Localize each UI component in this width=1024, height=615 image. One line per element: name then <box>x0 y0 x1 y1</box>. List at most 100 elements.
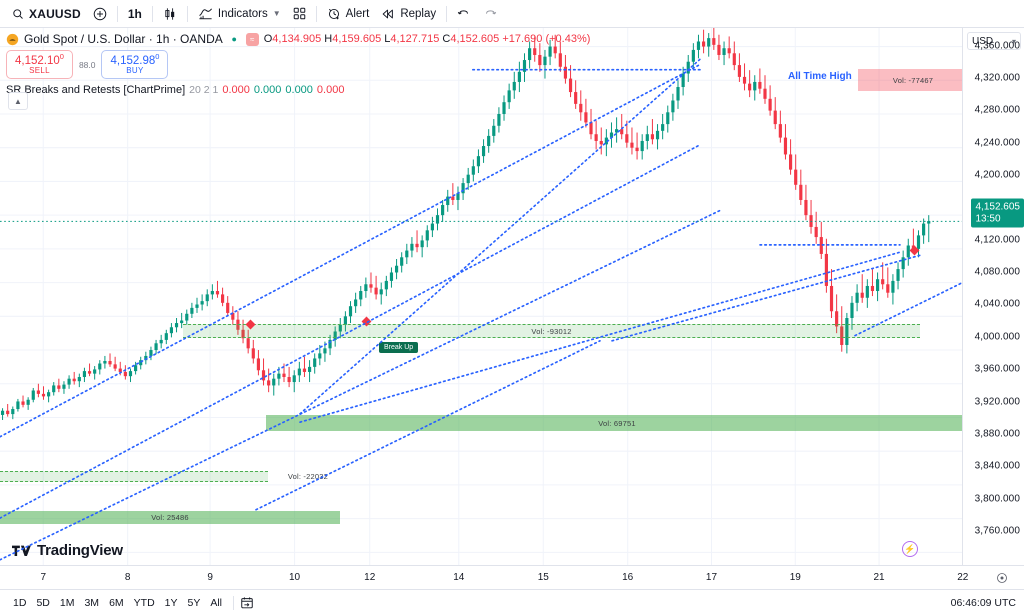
candlestick-series <box>0 28 931 421</box>
toolbar-divider <box>315 5 317 22</box>
price-axis-label: 3,760.000 <box>974 525 1020 537</box>
time-axis-label: 19 <box>789 572 801 583</box>
chart-type-button[interactable] <box>157 3 183 25</box>
zone-label: Vol: 69751 <box>598 418 636 428</box>
spread-value: 88.0 <box>78 59 96 70</box>
toolbar-divider <box>151 5 153 22</box>
layouts-button[interactable] <box>287 3 312 25</box>
range-button-3m[interactable]: 3M <box>84 596 100 609</box>
zone-label: Vol: -93012 <box>531 326 572 336</box>
range-button-5y[interactable]: 5Y <box>187 596 201 609</box>
buy-button[interactable]: 4,152.980 BUY <box>101 50 169 80</box>
redo-arrow-icon <box>483 7 497 21</box>
sell-price-decimal: 0 <box>59 52 64 61</box>
trade-panel: 4,152.100 SELL 88.0 4,152.980 BUY <box>6 50 590 80</box>
range-button-5d[interactable]: 5D <box>36 596 50 609</box>
range-button-ytd[interactable]: YTD <box>133 596 155 609</box>
time-axis-label: 15 <box>537 572 549 583</box>
add-symbol-button[interactable] <box>87 3 113 25</box>
replay-button[interactable]: Replay <box>375 3 442 25</box>
bottom-bar: 1D 5D 1M 3M 6M YTD 1Y 5Y All 06:46:09 UTC <box>0 589 1024 615</box>
toolbar-divider <box>446 5 448 22</box>
red-badge-icon[interactable]: ≈ <box>245 32 259 46</box>
indicator-legend[interactable]: SR Breaks and Retests [ChartPrime] 20 2 … <box>6 84 590 96</box>
ohlc-open-value: 4,134.905 <box>272 33 322 45</box>
chart-pane[interactable]: Vol: -77467 Vol: -93012 Vol: 69751 Vol: … <box>0 28 962 565</box>
range-button-1y[interactable]: 1Y <box>164 596 178 609</box>
symbol-search[interactable]: XAUUSD <box>6 3 87 25</box>
buy-label: BUY <box>126 65 144 75</box>
collapse-legend-button[interactable]: ▲ <box>8 92 28 110</box>
undo-button[interactable] <box>451 3 477 25</box>
resistance-zone-red[interactable]: Vol: -77467 <box>858 69 962 91</box>
timeframe-selector[interactable]: 1h <box>122 3 148 25</box>
range-button-1d[interactable]: 1D <box>13 596 27 609</box>
support-zone-left-thin[interactable]: Vol: -22032 <box>0 471 328 482</box>
date-range-icon[interactable] <box>240 596 254 610</box>
time-axis-label: 8 <box>124 572 131 583</box>
price-axis-label: 4,320.000 <box>974 72 1020 84</box>
price-axis-label: 4,360.000 <box>974 40 1020 52</box>
plus-circle-icon <box>93 7 107 21</box>
currency-selector[interactable]: USD ▾ <box>967 32 1021 50</box>
redo-button[interactable] <box>477 3 503 25</box>
time-axis-label: 12 <box>364 572 376 583</box>
price-axis-label: 3,880.000 <box>974 428 1020 440</box>
range-button-1m[interactable]: 1M <box>59 596 75 609</box>
alert-button[interactable]: Alert <box>321 3 376 25</box>
lightning-bolt-icon[interactable]: ⚡ <box>902 541 918 557</box>
range-button-all[interactable]: All <box>210 596 223 609</box>
price-axis-label: 4,040.000 <box>974 298 1020 310</box>
price-axis-label: 4,280.000 <box>974 104 1020 116</box>
range-button-6m[interactable]: 6M <box>109 596 124 609</box>
eye-dot-icon[interactable]: ● <box>231 34 237 44</box>
bottombar-divider <box>233 595 235 610</box>
indicator-value-4: 0.000 <box>316 84 345 97</box>
chevron-down-icon: ▾ <box>1011 36 1016 46</box>
support-zone-bottom[interactable]: Vol: 25486 <box>0 511 340 524</box>
indicator-value-3: 0.000 <box>285 84 313 97</box>
support-zone-mid[interactable]: Vol: -93012 <box>183 324 920 338</box>
watermark-text: TradingView <box>37 542 123 559</box>
indicators-button[interactable]: Indicators ▼ <box>192 3 287 25</box>
time-axis-label: 14 <box>453 572 465 583</box>
toolbar-divider <box>116 5 118 22</box>
utc-clock: 06:46:09 UTC <box>950 596 1016 609</box>
time-axis[interactable]: 7 8 9 10 12 14 15 16 17 19 21 22 <box>0 565 1024 589</box>
undo-arrow-icon <box>457 7 471 21</box>
time-axis-label: 10 <box>289 572 301 583</box>
legend-title-row: Gold Spot / U.S. Dollar · 1h · OANDA ● ≈… <box>6 32 590 46</box>
clock-icon[interactable] <box>996 571 1008 589</box>
currency-label: USD <box>972 35 994 47</box>
timeframe-label: 1h <box>127 6 142 21</box>
time-axis-label: 16 <box>622 572 634 583</box>
current-price-tag[interactable]: 4,152.605 13:50 <box>970 198 1024 228</box>
sell-button[interactable]: 4,152.100 SELL <box>6 50 73 80</box>
search-icon <box>12 8 24 20</box>
change-percent: (+0.43%) <box>545 33 591 45</box>
price-axis-label: 3,840.000 <box>974 460 1020 472</box>
ohlc-low-value: 4,127.715 <box>390 33 440 45</box>
time-axis-label: 7 <box>40 572 46 583</box>
time-axis-label: 9 <box>207 572 213 583</box>
chevron-down-icon: ▼ <box>272 9 281 18</box>
ohlc-low-key: L <box>384 33 391 45</box>
current-price-time: 13:50 <box>975 213 1001 225</box>
indicator-name: SR Breaks and Retests [ChartPrime] <box>6 84 186 97</box>
rewind-icon <box>381 7 395 21</box>
indicator-value-2: 0.000 <box>253 84 282 97</box>
ohlc-high-value: 4,159.605 <box>332 33 382 45</box>
chevron-up-icon: ▲ <box>14 96 22 106</box>
replay-label: Replay <box>400 7 437 20</box>
buy-price-decimal: 0 <box>155 52 160 61</box>
toolbar-divider <box>186 5 188 22</box>
time-axis-label: 22 <box>957 572 969 583</box>
gold-bar-icon <box>6 33 19 46</box>
price-axis[interactable]: USD ▾ 3,760.000 3,800.000 3,840.000 3,880.0… <box>962 28 1024 565</box>
legend-title: Gold Spot / U.S. Dollar · 1h · OANDA <box>24 32 223 46</box>
price-axis-label: 3,920.000 <box>974 396 1020 408</box>
indicator-value-1: 0.000 <box>222 84 250 97</box>
sell-label: SELL <box>29 65 50 75</box>
price-axis-label: 4,200.000 <box>974 169 1020 181</box>
price-axis-label: 4,080.000 <box>974 266 1020 278</box>
